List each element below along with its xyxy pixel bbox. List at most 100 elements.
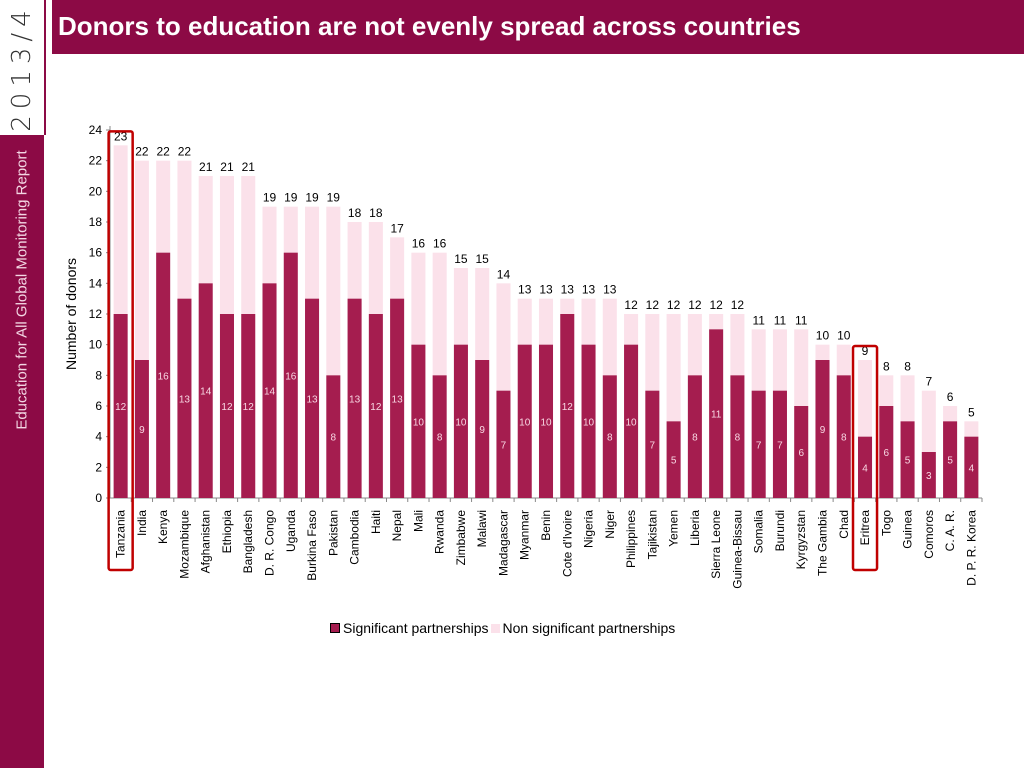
category-label: D. P. R. Korea [964, 510, 978, 586]
category-label: Eritrea [858, 510, 872, 546]
category-label: Myanmar [518, 510, 532, 560]
category-label: Burundi [773, 510, 787, 551]
category-label: Benin [539, 510, 553, 541]
bar-non-significant [730, 314, 745, 376]
total-label: 12 [709, 298, 723, 312]
total-label: 12 [667, 298, 681, 312]
y-tick-label: 20 [89, 184, 103, 198]
bar-non-significant [879, 375, 894, 406]
bar-significant [283, 252, 298, 498]
category-label: Bangladesh [241, 510, 255, 573]
bar-significant [177, 298, 192, 498]
y-tick-label: 8 [95, 368, 102, 382]
total-label: 22 [178, 145, 192, 159]
category-label: D. R. Congo [263, 510, 277, 576]
bar-non-significant [198, 176, 213, 284]
category-label: Comoros [922, 510, 936, 559]
significant-value-label: 10 [583, 417, 595, 428]
total-label: 11 [774, 313, 787, 327]
report-year: 2013/4 [7, 4, 37, 132]
bar-significant [794, 406, 809, 498]
significant-value-label: 8 [735, 433, 741, 444]
bar-significant [326, 375, 341, 498]
total-label: 16 [412, 237, 426, 251]
bar-significant [602, 375, 617, 498]
total-label: 12 [688, 298, 702, 312]
total-label: 22 [156, 145, 170, 159]
category-label: Haiti [369, 510, 383, 534]
total-label: 17 [390, 221, 404, 235]
total-label: 8 [883, 359, 890, 373]
bar-significant [113, 314, 128, 498]
category-label: Togo [879, 510, 893, 536]
bar-non-significant [921, 390, 936, 452]
bar-non-significant [390, 237, 405, 299]
category-label: Chad [837, 510, 851, 539]
category-label: Pakistan [326, 510, 340, 556]
total-label: 22 [135, 145, 149, 159]
y-tick-label: 24 [89, 123, 103, 137]
total-label: 8 [904, 359, 911, 373]
total-label: 12 [624, 298, 638, 312]
significant-value-label: 12 [370, 402, 382, 413]
category-label: Madagascar [496, 510, 510, 576]
category-label: Somalia [752, 510, 766, 554]
bar-significant [134, 360, 149, 498]
bar-non-significant [113, 145, 128, 314]
bar-significant [666, 421, 681, 498]
total-label: 5 [968, 405, 975, 419]
category-label: Liberia [688, 510, 702, 546]
bar-significant [624, 344, 639, 498]
total-label: 15 [454, 252, 468, 266]
chart-bars [113, 145, 979, 498]
significant-value-label: 7 [650, 440, 656, 451]
y-tick-label: 0 [95, 491, 102, 505]
significant-value-label: 10 [413, 417, 425, 428]
category-label: Mali [411, 510, 425, 532]
category-label: Afghanistan [199, 510, 213, 573]
significant-value-label: 16 [158, 371, 170, 382]
y-tick-label: 6 [95, 399, 102, 413]
y-tick-label: 4 [95, 430, 102, 444]
total-label: 12 [731, 298, 745, 312]
total-label: 6 [947, 390, 954, 404]
bar-significant [687, 375, 702, 498]
significant-value-label: 8 [331, 433, 337, 444]
significant-value-label: 10 [626, 417, 638, 428]
bar-significant [858, 436, 873, 498]
total-label: 18 [348, 206, 362, 220]
bar-significant [581, 344, 596, 498]
category-label: Cambodia [348, 510, 362, 565]
bar-non-significant [305, 206, 320, 299]
total-label: 12 [646, 298, 660, 312]
bar-significant [879, 406, 894, 498]
category-label: Zimbabwe [454, 510, 468, 566]
bar-significant [496, 390, 511, 498]
significant-value-label: 10 [540, 417, 552, 428]
total-label: 11 [752, 313, 765, 327]
highlight-box [107, 130, 134, 572]
header-bar: Donors to education are not evenly sprea… [52, 0, 1024, 54]
bar-non-significant [156, 160, 171, 253]
category-label: The Gambia [815, 510, 829, 576]
y-tick-label: 12 [89, 307, 103, 321]
category-label: Tanzania [114, 510, 128, 558]
y-tick-label: 10 [89, 338, 103, 352]
significant-value-label: 9 [139, 425, 145, 436]
category-label: Yemen [667, 510, 681, 547]
total-label: 7 [925, 375, 932, 389]
significant-value-label: 12 [221, 402, 233, 413]
category-label: C. A. R. [943, 510, 957, 551]
chart-legend: Significant partnerships Non significant… [330, 620, 675, 636]
legend-label-non-significant: Non significant partnerships [502, 620, 676, 636]
y-tick-label: 14 [89, 276, 103, 290]
bar-non-significant [709, 314, 724, 330]
bar-significant [198, 283, 213, 498]
total-label: 13 [518, 283, 532, 297]
bar-significant [432, 375, 447, 498]
category-label: India [135, 510, 149, 536]
bar-significant [517, 344, 532, 498]
total-label: 18 [369, 206, 383, 220]
bar-significant [219, 314, 234, 498]
total-label: 14 [497, 267, 511, 281]
